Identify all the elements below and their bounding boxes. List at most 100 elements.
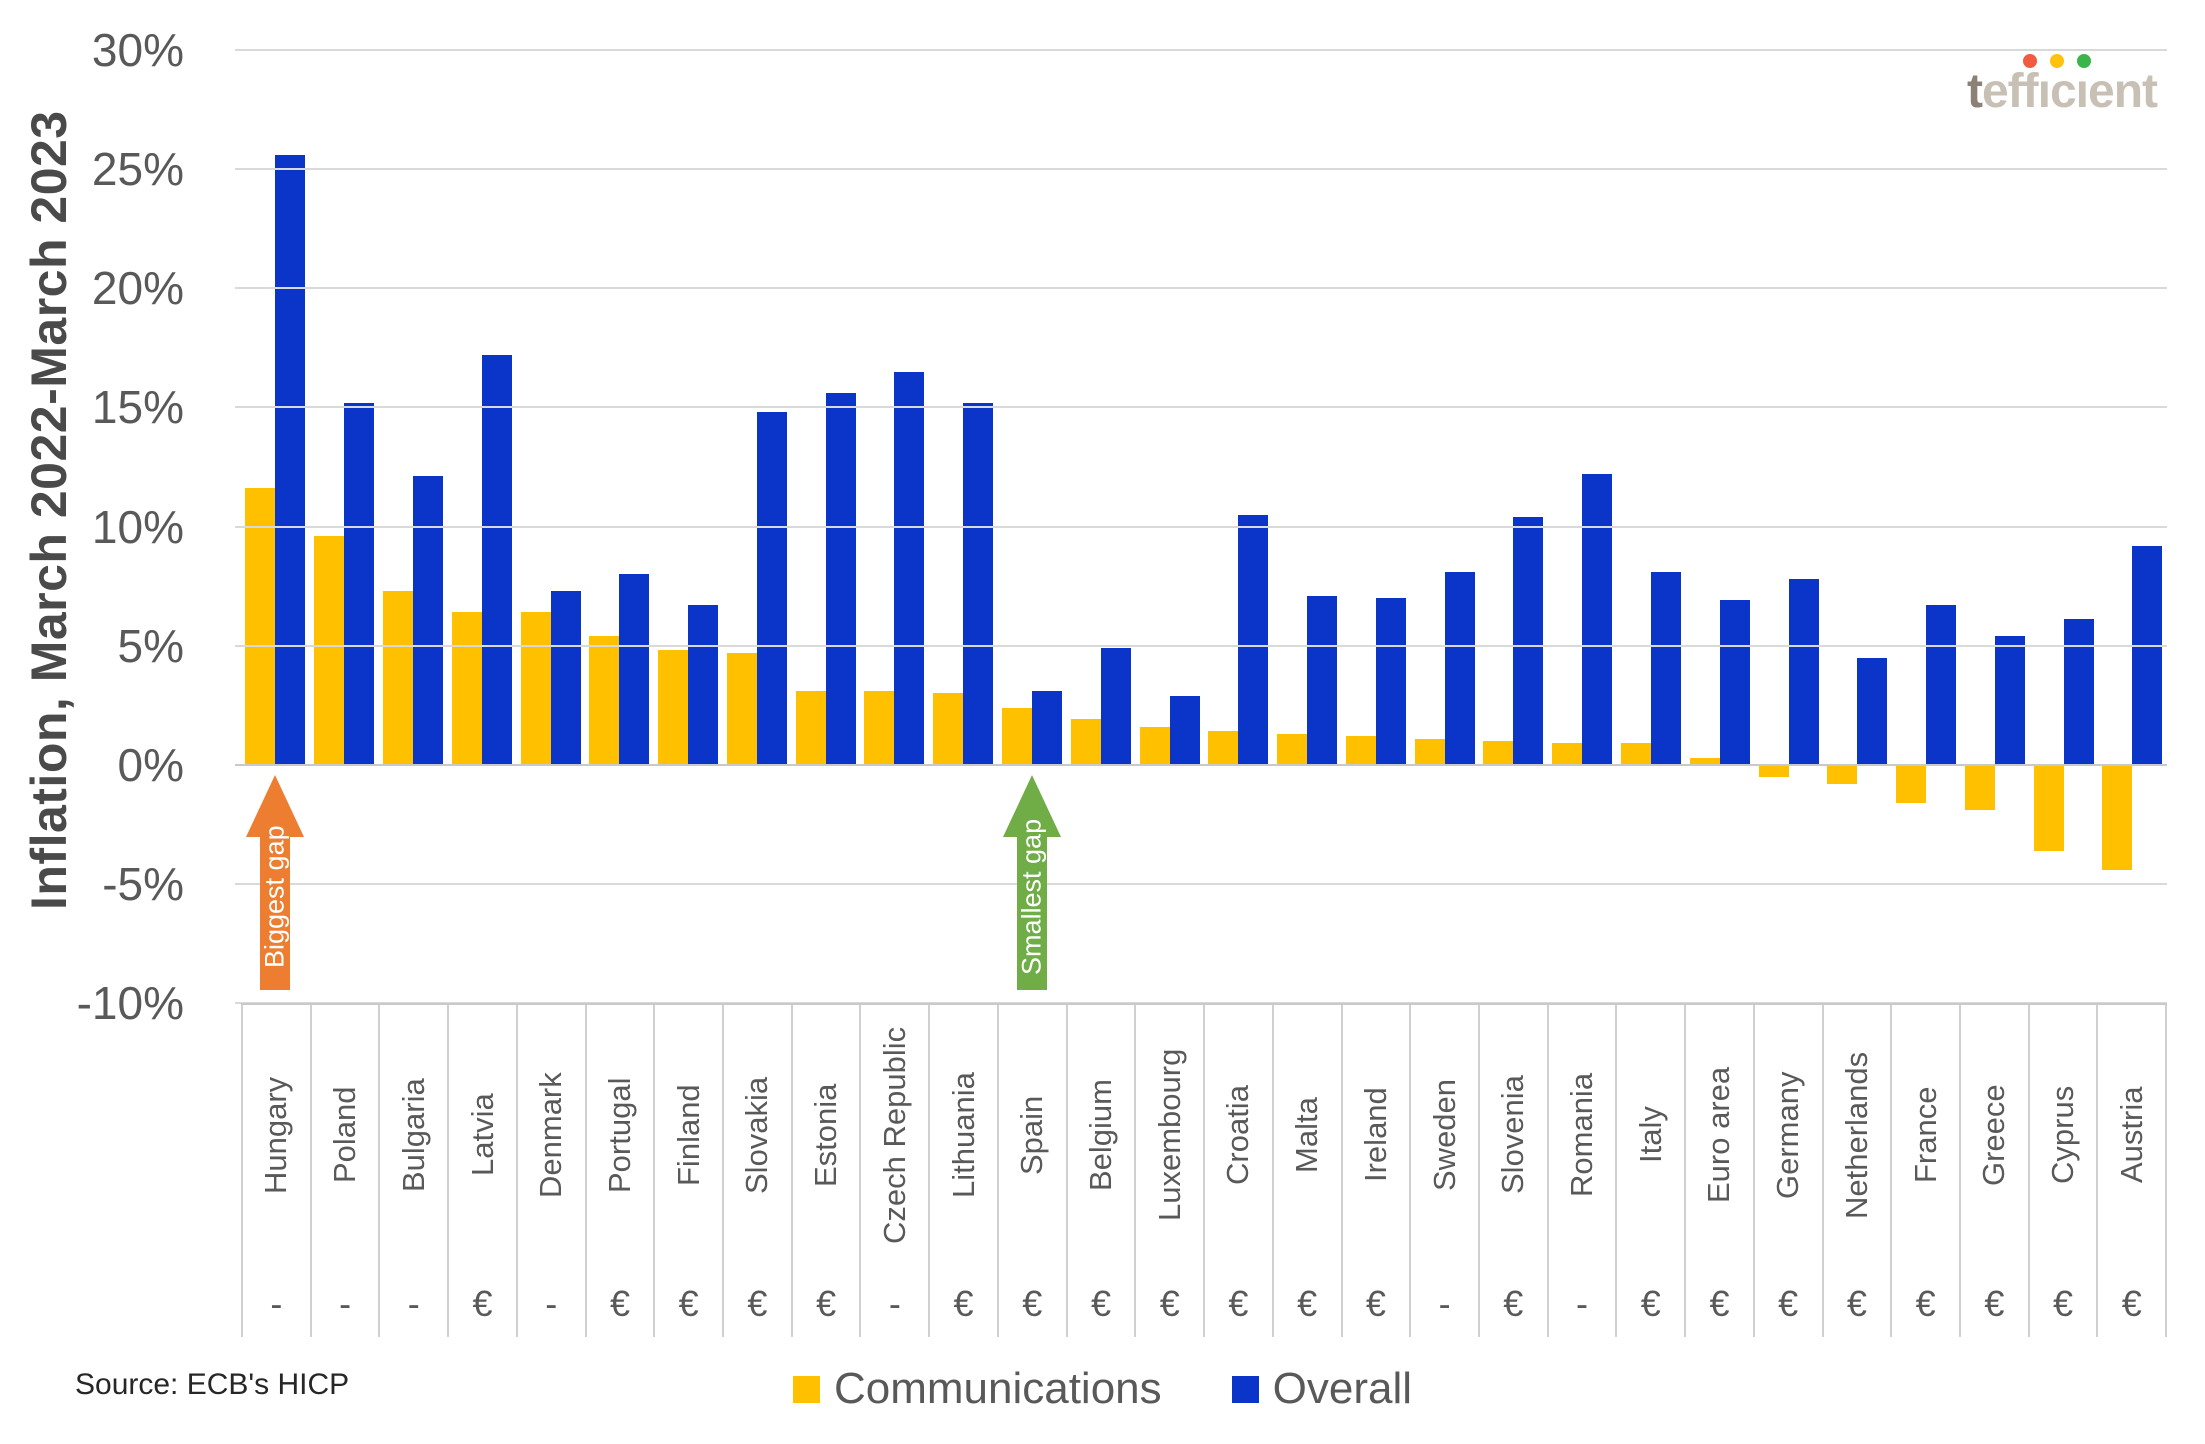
bar-communications-romania bbox=[1552, 743, 1583, 765]
slot-romania bbox=[1548, 50, 1617, 1003]
slot-poland bbox=[310, 50, 379, 1003]
bar-overall-romania bbox=[1582, 474, 1613, 765]
category-cell-romania: Romania - bbox=[1546, 1005, 1616, 1337]
bar-overall-slovenia bbox=[1513, 516, 1544, 765]
slot-luxembourg bbox=[1135, 50, 1204, 1003]
currency-symbol: € bbox=[678, 1283, 699, 1324]
country-label: Estonia bbox=[808, 1083, 844, 1187]
currency-symbol: € bbox=[1228, 1283, 1249, 1324]
y-tick-label: 0% bbox=[117, 738, 184, 791]
slot-malta bbox=[1273, 50, 1342, 1003]
category-cell-denmark: Denmark - bbox=[515, 1005, 585, 1337]
category-cell-ireland: Ireland € bbox=[1340, 1005, 1410, 1337]
slot-cyprus bbox=[2029, 50, 2098, 1003]
country-label: France bbox=[1907, 1086, 1943, 1184]
bar-overall-ireland bbox=[1375, 597, 1406, 765]
currency-symbol: € bbox=[472, 1283, 493, 1324]
slot-germany bbox=[1754, 50, 1823, 1003]
bar-communications-austria bbox=[2102, 764, 2133, 870]
category-cell-austria: Austria € bbox=[2096, 1005, 2168, 1337]
slot-spain bbox=[998, 50, 1067, 1003]
bar-communications-slovenia bbox=[1483, 740, 1514, 765]
slot-euro-area bbox=[1685, 50, 1754, 1003]
bar-overall-greece bbox=[1994, 636, 2025, 765]
arrow-shaft bbox=[1017, 834, 1048, 990]
currency-symbol: € bbox=[1778, 1283, 1799, 1324]
bar-communications-bulgaria bbox=[382, 590, 413, 765]
slot-denmark bbox=[516, 50, 585, 1003]
y-tick-label: 10% bbox=[91, 500, 184, 553]
category-cell-greece: Greece € bbox=[1958, 1005, 2028, 1337]
bar-overall-croatia bbox=[1238, 514, 1269, 765]
currency-symbol: € bbox=[1297, 1283, 1318, 1324]
legend: Communications Overall bbox=[0, 1364, 2205, 1414]
bar-communications-spain bbox=[1001, 707, 1032, 765]
bar-communications-greece bbox=[1964, 764, 1995, 811]
category-cell-lithuania: Lithuania € bbox=[928, 1005, 997, 1337]
country-label: Lithuania bbox=[945, 1072, 981, 1198]
bar-communications-czech-republic bbox=[864, 690, 895, 765]
category-cell-czech-republic: Czech Republic - bbox=[859, 1005, 928, 1337]
country-label: Euro area bbox=[1701, 1066, 1737, 1204]
bar-communications-belgium bbox=[1070, 719, 1101, 765]
bar-communications-france bbox=[1896, 764, 1927, 803]
category-cell-finland: Finland € bbox=[653, 1005, 722, 1337]
bar-communications-croatia bbox=[1208, 731, 1239, 765]
category-cell-latvia: Latvia € bbox=[447, 1005, 516, 1337]
bar-overall-hungary bbox=[275, 154, 306, 765]
country-label: Sweden bbox=[1426, 1078, 1462, 1192]
slot-austria bbox=[2098, 50, 2167, 1003]
bar-communications-germany bbox=[1758, 764, 1789, 777]
logo-first-letter: t bbox=[1966, 65, 1983, 118]
source-note: Source: ECB's HICP bbox=[75, 1368, 350, 1401]
slot-slovenia bbox=[1479, 50, 1548, 1003]
currency-symbol: € bbox=[816, 1283, 837, 1324]
country-label: Denmark bbox=[533, 1072, 569, 1198]
category-cell-croatia: Croatia € bbox=[1203, 1005, 1272, 1337]
slot-latvia bbox=[447, 50, 516, 1003]
slot-bulgaria bbox=[379, 50, 448, 1003]
bar-communications-slovakia bbox=[726, 652, 757, 765]
arrow-head-icon bbox=[246, 774, 305, 837]
country-label: Romania bbox=[1564, 1072, 1600, 1198]
slot-sweden bbox=[1410, 50, 1479, 1003]
bar-overall-czech-republic bbox=[894, 371, 925, 765]
annotation-arrow-biggest-gap: Biggest gap bbox=[246, 774, 305, 990]
bar-overall-portugal bbox=[619, 574, 650, 765]
slot-czech-republic bbox=[860, 50, 929, 1003]
bar-communications-netherlands bbox=[1827, 764, 1858, 784]
gridline--5 bbox=[235, 882, 2167, 885]
slot-hungary bbox=[241, 50, 310, 1003]
y-tick-label: -5% bbox=[102, 857, 184, 910]
bar-overall-lithuania bbox=[963, 402, 994, 765]
currency-symbol: - bbox=[407, 1283, 420, 1324]
currency-symbol: € bbox=[1365, 1283, 1386, 1324]
bar-overall-germany bbox=[1788, 578, 1819, 765]
category-cell-malta: Malta € bbox=[1271, 1005, 1341, 1337]
currency-symbol: € bbox=[1846, 1283, 1867, 1324]
currency-symbol: € bbox=[1915, 1283, 1936, 1324]
gridline-30 bbox=[235, 49, 2167, 51]
slot-ireland bbox=[1342, 50, 1411, 1003]
legend-label-communications: Communications bbox=[833, 1364, 1162, 1413]
category-cell-portugal: Portugal € bbox=[584, 1005, 654, 1337]
y-tick-label: 25% bbox=[91, 143, 184, 196]
plot-area: 30% 25% 20% 15% 10% 5% 0% -5% -10% Biggest gap Sma… bbox=[77, 27, 2167, 1026]
gridline-25 bbox=[235, 168, 2167, 171]
country-label: Austria bbox=[2113, 1086, 2149, 1184]
bar-overall-malta bbox=[1307, 595, 1338, 765]
country-label: Poland bbox=[327, 1086, 363, 1184]
annotation-text: Biggest gap bbox=[259, 824, 290, 968]
bar-slots bbox=[241, 50, 2167, 1003]
country-label: Italy bbox=[1632, 1106, 1668, 1164]
country-label: Czech Republic bbox=[876, 1026, 912, 1244]
gridline-0 bbox=[235, 763, 2167, 766]
country-label: Spain bbox=[1014, 1095, 1050, 1175]
bar-communications-latvia bbox=[451, 612, 482, 765]
bar-overall-italy bbox=[1651, 571, 1682, 765]
category-cell-france: France € bbox=[1890, 1005, 1959, 1337]
y-tick-label: 5% bbox=[117, 619, 184, 672]
category-table: Hungary - Poland - Bulgaria - Latvia € Denmark - P… bbox=[241, 1003, 2168, 1337]
category-cell-estonia: Estonia € bbox=[790, 1005, 860, 1337]
currency-symbol: € bbox=[1709, 1283, 1730, 1324]
